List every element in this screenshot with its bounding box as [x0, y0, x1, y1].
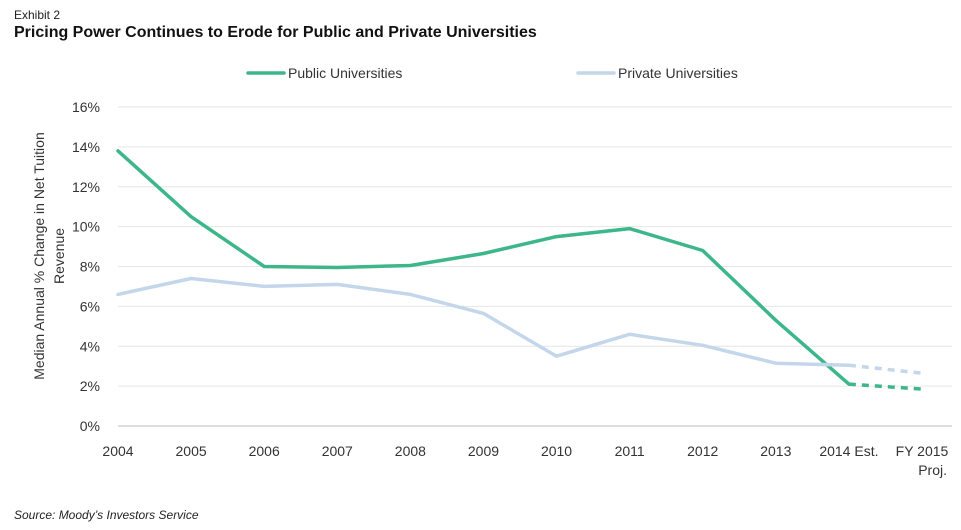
- svg-text:2011: 2011: [615, 443, 645, 459]
- svg-text:2014 Est.: 2014 Est.: [819, 443, 878, 459]
- y-tick-label: 0%: [80, 418, 100, 434]
- y-tick-label: 10%: [72, 219, 100, 235]
- x-tick-label: 2008: [395, 443, 426, 459]
- x-tick-label: 2010: [541, 443, 572, 459]
- y-tick-label: 4%: [80, 338, 100, 354]
- y-axis-label-line: Revenue: [51, 228, 67, 284]
- series-lines: [116, 149, 923, 391]
- series-line: [116, 276, 851, 367]
- y-tick-label: 8%: [80, 259, 100, 275]
- series-public: [116, 149, 923, 391]
- y-tick-label: 12%: [72, 179, 100, 195]
- x-tick-label: 2013: [760, 443, 791, 459]
- y-tick-label: 2%: [80, 378, 100, 394]
- svg-text:2005: 2005: [176, 443, 207, 459]
- exhibit-label: Exhibit 2: [14, 8, 61, 22]
- y-tick-label: 14%: [72, 139, 100, 155]
- x-tick-label: 2009: [468, 443, 499, 459]
- legend-item-private: Private Universities: [576, 65, 738, 81]
- svg-text:2006: 2006: [249, 443, 280, 459]
- y-axis-label-line: Median Annual % Change in Net Tuition: [31, 132, 47, 380]
- x-tick-label: FY 2015 Proj.: [896, 443, 949, 478]
- x-axis-ticks: 2004 2005 2006 2007 2008 2009 2010 2011 2012 2013…: [102, 443, 948, 478]
- svg-text:FY 2015: FY 2015: [896, 443, 949, 459]
- x-tick-label: 2006: [249, 443, 280, 459]
- gridlines: [118, 106, 952, 427]
- y-tick-label: 6%: [80, 298, 100, 314]
- x-tick-label: 2004: [102, 443, 133, 459]
- x-tick-label: 2005: [176, 443, 207, 459]
- x-tick-label: 2012: [687, 443, 718, 459]
- series-line: [116, 149, 851, 386]
- legend: Public Universities Private Universities: [246, 65, 738, 81]
- source-note: Source: Moody’s Investors Service: [14, 508, 199, 522]
- series-private: [116, 276, 923, 375]
- svg-text:2004: 2004: [102, 443, 133, 459]
- svg-text:2010: 2010: [541, 443, 572, 459]
- svg-text:Proj.: Proj.: [918, 462, 947, 478]
- y-axis-ticks: 0% 2% 4% 6% 8% 10% 12% 14% 16%: [72, 99, 100, 434]
- x-tick-label: 2011: [615, 443, 645, 459]
- svg-text:2013: 2013: [760, 443, 791, 459]
- series-line-projected: [848, 363, 923, 375]
- x-tick-label: 2007: [322, 443, 353, 459]
- svg-text:2009: 2009: [468, 443, 499, 459]
- x-tick-label: 2014 Est.: [819, 443, 878, 459]
- svg-text:2007: 2007: [322, 443, 353, 459]
- svg-text:2008: 2008: [395, 443, 426, 459]
- chart-title: Pricing Power Continues to Erode for Pub…: [14, 24, 537, 41]
- legend-label: Private Universities: [618, 65, 738, 81]
- y-axis-label: Median Annual % Change in Net Tuition Rev…: [31, 132, 67, 380]
- svg-text:2012: 2012: [687, 443, 718, 459]
- legend-label: Public Universities: [288, 65, 402, 81]
- legend-item-public: Public Universities: [246, 65, 402, 81]
- y-tick-label: 16%: [72, 99, 100, 115]
